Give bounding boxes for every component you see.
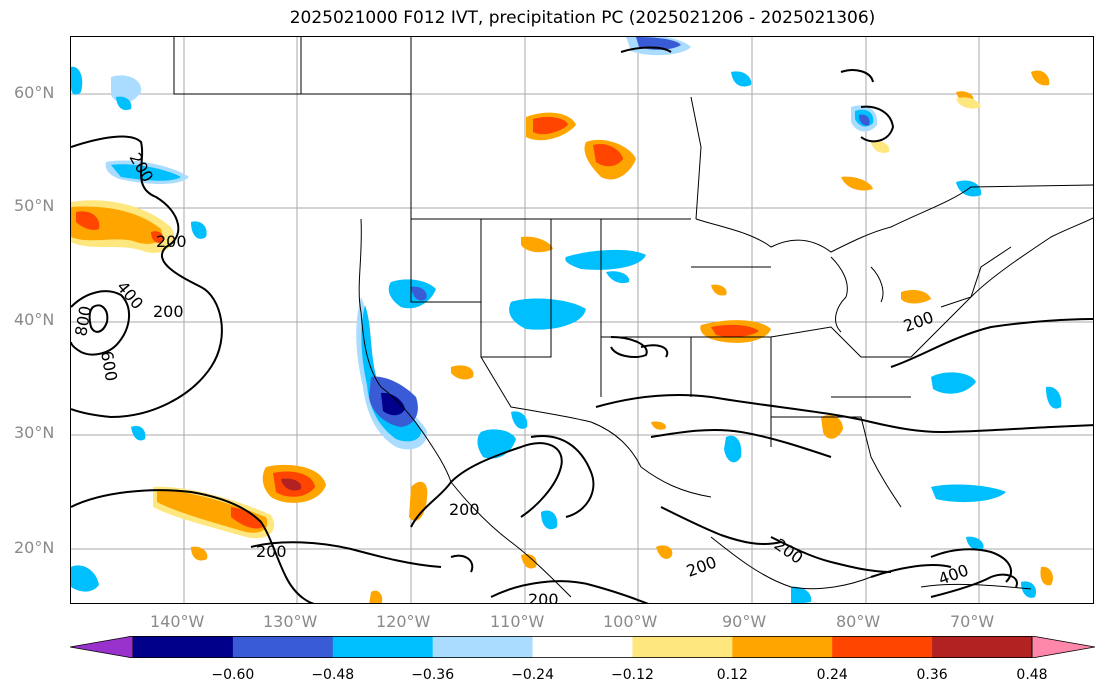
- contour-label-3: 200: [153, 302, 184, 321]
- boundaries: [173, 37, 1093, 598]
- colorbar-tick-label: 0.48: [1016, 667, 1048, 683]
- contour-label-6: 600: [97, 349, 121, 382]
- colorbar-tick-label: −0.36: [411, 667, 455, 683]
- contour-label-12: 200: [901, 307, 936, 335]
- lon-label-80w: 80°W: [836, 612, 881, 631]
- colorbar-tick-label: −0.60: [211, 667, 255, 683]
- lon-label-90w: 90°W: [722, 612, 767, 631]
- lon-label-100w: 100°W: [603, 612, 658, 631]
- colorbar-segment: [232, 636, 334, 658]
- colorbar-tick-label: −0.48: [311, 667, 355, 683]
- lat-label-60n: 60°N: [14, 83, 55, 102]
- colorbar-tick-label: −0.12: [610, 667, 654, 683]
- ivt-contours: [71, 46, 1093, 603]
- lat-label-40n: 40°N: [14, 310, 55, 329]
- lat-label-20n: 20°N: [14, 538, 55, 557]
- lon-label-110w: 110°W: [490, 612, 545, 631]
- contour-label-2: 200: [156, 232, 187, 251]
- contour-label-7: 200: [256, 542, 287, 561]
- lat-label-50n: 50°N: [14, 196, 55, 215]
- colorbar-segment: [332, 636, 434, 658]
- contour-label-10: 200: [684, 552, 719, 580]
- colorbar-segment: [133, 636, 234, 658]
- lon-label-130w: 130°W: [263, 612, 318, 631]
- colorbar: [70, 636, 1095, 658]
- map-title: 2025021000 F012 IVT, precipitation PC (2…: [289, 8, 876, 28]
- colorbar-segment: [832, 636, 933, 658]
- colorbar-tick-label: −0.24: [511, 667, 554, 683]
- contour-label-9: 200: [528, 590, 559, 604]
- map-panel: 200 200 200 400 800 600 200 200 200 200 …: [70, 36, 1094, 604]
- precip-positive-areas: [71, 70, 1053, 603]
- colorbar-segment: [532, 636, 633, 658]
- colorbar-extend-high: [1031, 636, 1095, 658]
- colorbar-segment: [932, 636, 1033, 658]
- contour-label-5: 800: [71, 304, 95, 337]
- colorbar-segment: [632, 636, 733, 658]
- lon-label-70w: 70°W: [950, 612, 995, 631]
- map-canvas: 200 200 200 400 800 600 200 200 200 200 …: [71, 37, 1093, 604]
- colorbar-outline: [132, 636, 1033, 658]
- precip-negative-areas: [71, 37, 1062, 603]
- colorbar-tick-label: 0.12: [716, 667, 748, 683]
- colorbar-extend-low: [70, 636, 134, 658]
- contour-label-8: 200: [449, 500, 480, 519]
- contour-labels: 200 200 200 400 800 600 200 200 200 200 …: [71, 150, 971, 604]
- lat-label-30n: 30°N: [14, 423, 55, 442]
- contour-label-4: 400: [113, 277, 147, 313]
- lon-label-120w: 120°W: [376, 612, 431, 631]
- colorbar-tick-label: 0.24: [816, 667, 848, 683]
- gridlines: [71, 37, 1093, 603]
- colorbar-segment: [732, 636, 833, 658]
- colorbar-segment: [432, 636, 534, 658]
- lon-label-140w: 140°W: [150, 612, 205, 631]
- colorbar-tick-label: 0.36: [916, 667, 948, 683]
